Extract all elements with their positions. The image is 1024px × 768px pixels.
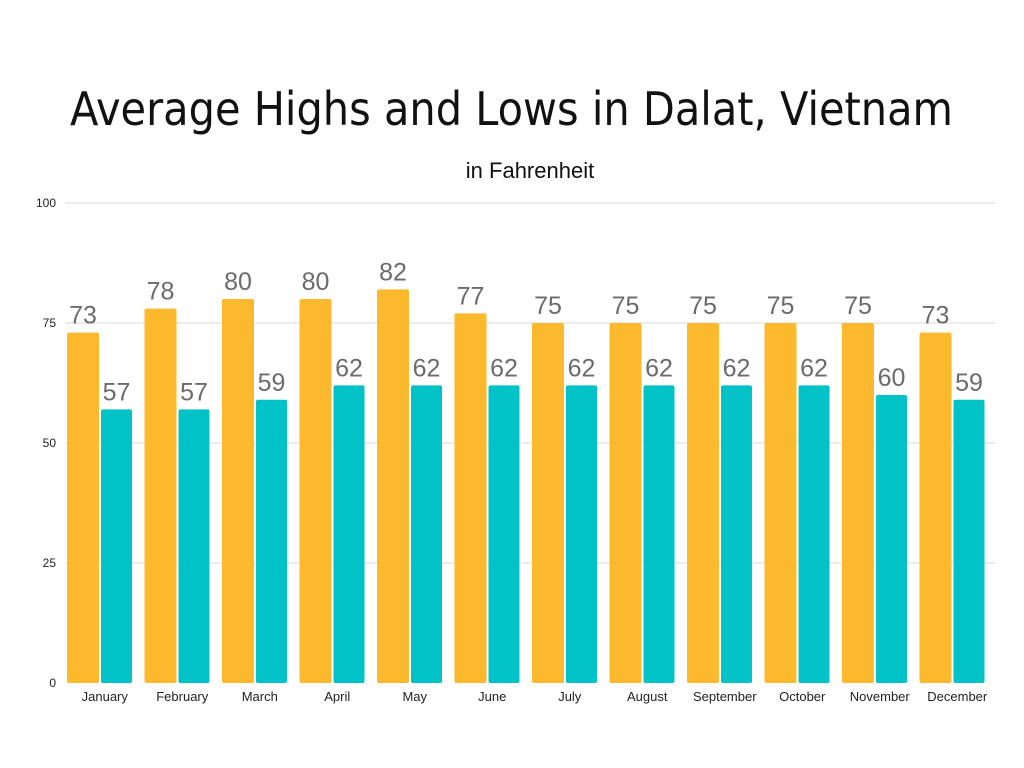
x-tick-label: November bbox=[850, 689, 911, 704]
bar-high bbox=[532, 323, 564, 683]
y-tick-label: 100 bbox=[36, 196, 56, 210]
data-label: 75 bbox=[767, 292, 795, 320]
bar-high bbox=[67, 332, 99, 683]
bar-low bbox=[101, 409, 132, 683]
data-label: 57 bbox=[103, 378, 131, 406]
y-tick-label: 75 bbox=[43, 316, 57, 330]
data-label: 62 bbox=[490, 354, 518, 382]
data-label: 82 bbox=[379, 258, 407, 286]
bar-high bbox=[842, 323, 874, 683]
y-tick-label: 50 bbox=[43, 436, 57, 450]
x-tick-label: March bbox=[242, 689, 278, 704]
x-tick-label: August bbox=[627, 689, 668, 704]
data-label: 73 bbox=[922, 302, 950, 330]
x-tick-label: April bbox=[324, 689, 350, 704]
data-label: 60 bbox=[878, 364, 906, 392]
data-label: 78 bbox=[147, 278, 175, 306]
bar-high bbox=[222, 299, 254, 683]
data-label: 62 bbox=[568, 354, 596, 382]
data-label: 62 bbox=[800, 354, 828, 382]
data-label: 77 bbox=[457, 282, 485, 310]
bar-low bbox=[876, 395, 907, 683]
x-tick-label: December bbox=[927, 689, 988, 704]
data-label: 73 bbox=[69, 302, 97, 330]
bar-low bbox=[798, 385, 830, 683]
bar-high bbox=[609, 323, 642, 683]
bar-high bbox=[687, 323, 719, 683]
data-label: 80 bbox=[224, 268, 252, 296]
data-label: 62 bbox=[413, 354, 441, 382]
bar-low bbox=[333, 385, 365, 683]
chart-subtitle: in Fahrenheit bbox=[466, 158, 594, 183]
bar-high bbox=[144, 308, 177, 683]
data-label: 59 bbox=[955, 369, 983, 397]
x-tick-label: May bbox=[402, 689, 427, 704]
x-tick-label: October bbox=[779, 689, 826, 704]
bar-low bbox=[953, 399, 985, 683]
bar-low bbox=[256, 399, 287, 683]
bar-high bbox=[919, 332, 952, 683]
bar-high bbox=[299, 299, 332, 683]
data-label: 75 bbox=[534, 292, 562, 320]
chart-title: Average Highs and Lows in Dalat, Vietnam bbox=[70, 82, 953, 136]
bar-low bbox=[566, 385, 597, 683]
data-label: 75 bbox=[612, 292, 640, 320]
y-tick-label: 0 bbox=[49, 676, 56, 690]
bar-high bbox=[454, 313, 487, 683]
data-label: 62 bbox=[645, 354, 673, 382]
x-tick-label: September bbox=[693, 689, 757, 704]
x-tick-label: February bbox=[156, 689, 209, 704]
x-tick-label: June bbox=[478, 689, 506, 704]
data-label: 62 bbox=[723, 354, 751, 382]
data-label: 80 bbox=[302, 268, 330, 296]
bar-high bbox=[764, 323, 797, 683]
bar-low bbox=[411, 385, 442, 683]
data-label: 59 bbox=[258, 369, 286, 397]
bar-low bbox=[178, 409, 210, 683]
data-label: 62 bbox=[335, 354, 363, 382]
bar-low bbox=[721, 385, 752, 683]
x-tick-label: July bbox=[558, 689, 582, 704]
data-label: 75 bbox=[844, 292, 872, 320]
data-label: 57 bbox=[180, 378, 208, 406]
x-tick-label: January bbox=[82, 689, 129, 704]
bar-high bbox=[377, 289, 409, 683]
data-label: 75 bbox=[689, 292, 717, 320]
bar-low bbox=[643, 385, 675, 683]
bar-low bbox=[488, 385, 520, 683]
y-tick-label: 25 bbox=[43, 556, 57, 570]
